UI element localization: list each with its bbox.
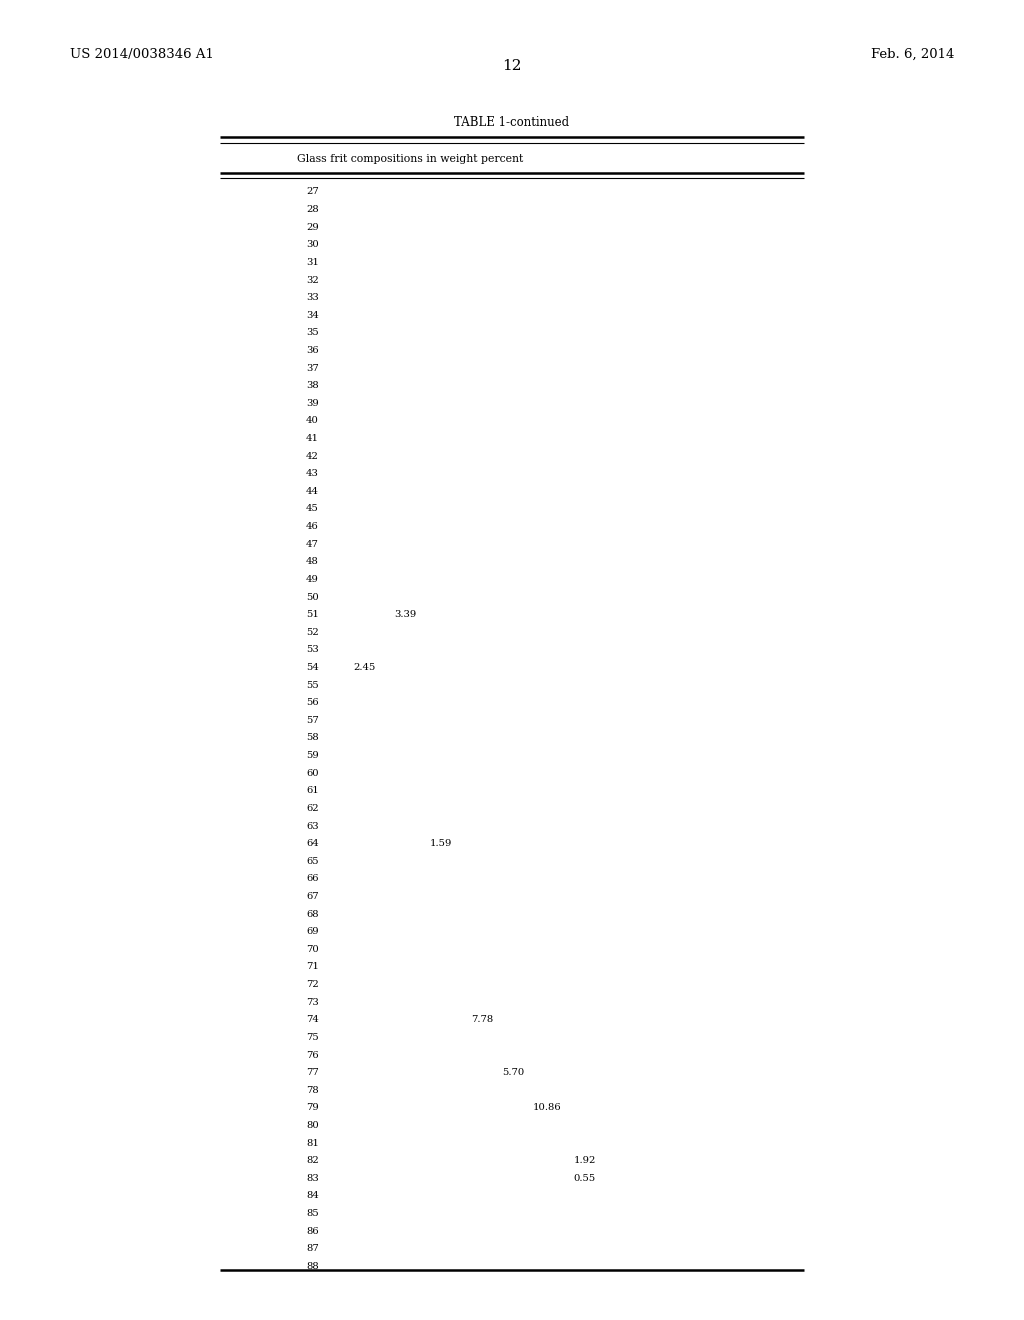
Text: 42: 42	[306, 451, 318, 461]
Text: 29: 29	[306, 223, 318, 232]
Text: 88: 88	[306, 1262, 318, 1271]
Text: 58: 58	[306, 734, 318, 742]
Text: 87: 87	[306, 1245, 318, 1253]
Text: 79: 79	[306, 1104, 318, 1113]
Text: Glass frit compositions in weight percent: Glass frit compositions in weight percen…	[297, 154, 523, 165]
Text: 66: 66	[306, 874, 318, 883]
Text: 3.39: 3.39	[394, 610, 417, 619]
Text: 68: 68	[306, 909, 318, 919]
Text: 5.70: 5.70	[502, 1068, 524, 1077]
Text: 50: 50	[306, 593, 318, 602]
Text: 76: 76	[306, 1051, 318, 1060]
Text: 49: 49	[306, 576, 318, 583]
Text: 10.86: 10.86	[532, 1104, 561, 1113]
Text: 44: 44	[306, 487, 318, 496]
Text: 60: 60	[306, 768, 318, 777]
Text: 81: 81	[306, 1139, 318, 1147]
Text: 31: 31	[306, 257, 318, 267]
Text: 33: 33	[306, 293, 318, 302]
Text: 27: 27	[306, 187, 318, 197]
Text: Feb. 6, 2014: Feb. 6, 2014	[871, 48, 954, 61]
Text: 41: 41	[306, 434, 318, 444]
Text: 70: 70	[306, 945, 318, 954]
Text: 30: 30	[306, 240, 318, 249]
Text: 85: 85	[306, 1209, 318, 1218]
Text: 47: 47	[306, 540, 318, 549]
Text: 51: 51	[306, 610, 318, 619]
Text: 67: 67	[306, 892, 318, 902]
Text: 57: 57	[306, 715, 318, 725]
Text: 1.92: 1.92	[573, 1156, 596, 1166]
Text: 86: 86	[306, 1226, 318, 1236]
Text: 73: 73	[306, 998, 318, 1007]
Text: 78: 78	[306, 1086, 318, 1094]
Text: 37: 37	[306, 363, 318, 372]
Text: 0.55: 0.55	[573, 1173, 596, 1183]
Text: 45: 45	[306, 504, 318, 513]
Text: 54: 54	[306, 663, 318, 672]
Text: 2.45: 2.45	[353, 663, 376, 672]
Text: 71: 71	[306, 962, 318, 972]
Text: 61: 61	[306, 787, 318, 796]
Text: 43: 43	[306, 470, 318, 478]
Text: 64: 64	[306, 840, 318, 849]
Text: 46: 46	[306, 523, 318, 531]
Text: 84: 84	[306, 1192, 318, 1200]
Text: 34: 34	[306, 310, 318, 319]
Text: 35: 35	[306, 329, 318, 338]
Text: 55: 55	[306, 681, 318, 689]
Text: 53: 53	[306, 645, 318, 655]
Text: 62: 62	[306, 804, 318, 813]
Text: 80: 80	[306, 1121, 318, 1130]
Text: 65: 65	[306, 857, 318, 866]
Text: 7.78: 7.78	[471, 1015, 494, 1024]
Text: 12: 12	[502, 59, 522, 74]
Text: 63: 63	[306, 821, 318, 830]
Text: 1.59: 1.59	[430, 840, 453, 849]
Text: 52: 52	[306, 628, 318, 636]
Text: 32: 32	[306, 276, 318, 285]
Text: 69: 69	[306, 927, 318, 936]
Text: 40: 40	[306, 416, 318, 425]
Text: 38: 38	[306, 381, 318, 391]
Text: 28: 28	[306, 205, 318, 214]
Text: 77: 77	[306, 1068, 318, 1077]
Text: 39: 39	[306, 399, 318, 408]
Text: 75: 75	[306, 1034, 318, 1041]
Text: 56: 56	[306, 698, 318, 708]
Text: 74: 74	[306, 1015, 318, 1024]
Text: 82: 82	[306, 1156, 318, 1166]
Text: 59: 59	[306, 751, 318, 760]
Text: 48: 48	[306, 557, 318, 566]
Text: TABLE 1-continued: TABLE 1-continued	[455, 116, 569, 129]
Text: 83: 83	[306, 1173, 318, 1183]
Text: 72: 72	[306, 979, 318, 989]
Text: US 2014/0038346 A1: US 2014/0038346 A1	[70, 48, 214, 61]
Text: 36: 36	[306, 346, 318, 355]
